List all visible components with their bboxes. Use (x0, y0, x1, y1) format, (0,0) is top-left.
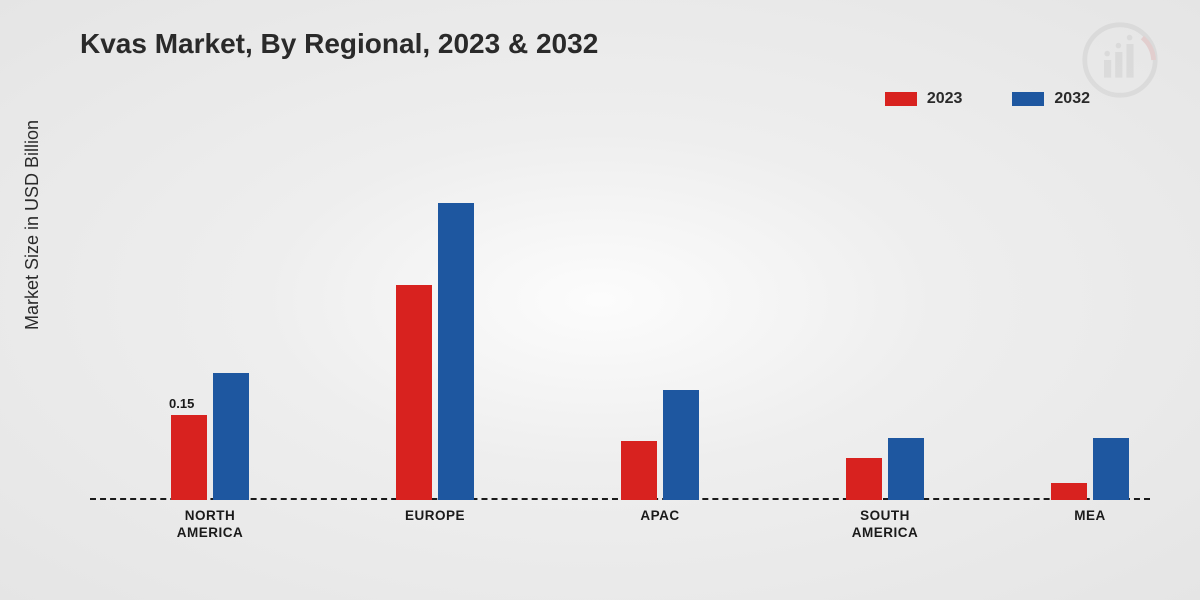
x-axis-label: APAC (600, 508, 720, 525)
plot-area: 0.15 (90, 160, 1150, 500)
bar (888, 438, 924, 500)
legend: 2023 2032 (885, 90, 1090, 108)
bar-group (1051, 438, 1129, 500)
bar (1051, 483, 1087, 500)
bar (213, 373, 249, 501)
bar (663, 390, 699, 501)
bar-value-label: 0.15 (169, 396, 194, 411)
x-axis-baseline (90, 498, 1150, 500)
x-axis-label: EUROPE (375, 508, 495, 525)
y-axis-label: Market Size in USD Billion (22, 120, 43, 330)
bar (1093, 438, 1129, 500)
x-axis-label: MEA (1030, 508, 1150, 525)
bar-group (846, 438, 924, 500)
bar (846, 458, 882, 501)
bar-group: 0.15 (171, 373, 249, 501)
legend-item-2023: 2023 (885, 90, 963, 108)
bar (438, 203, 474, 501)
legend-swatch-2032 (1012, 92, 1044, 106)
bar (171, 415, 207, 500)
chart-title: Kvas Market, By Regional, 2023 & 2032 (80, 28, 598, 60)
legend-swatch-2023 (885, 92, 917, 106)
bar-group (396, 203, 474, 501)
legend-label-2023: 2023 (927, 90, 963, 108)
x-axis-label: NORTHAMERICA (150, 508, 270, 542)
legend-label-2032: 2032 (1054, 90, 1090, 108)
bar (621, 441, 657, 501)
legend-item-2032: 2032 (1012, 90, 1090, 108)
x-axis-label: SOUTHAMERICA (825, 508, 945, 542)
bar (396, 285, 432, 500)
x-axis-labels: NORTHAMERICA EUROPE APAC SOUTHAMERICA MEA (90, 508, 1150, 558)
bar-group (621, 390, 699, 501)
brand-watermark-icon (1080, 20, 1160, 100)
